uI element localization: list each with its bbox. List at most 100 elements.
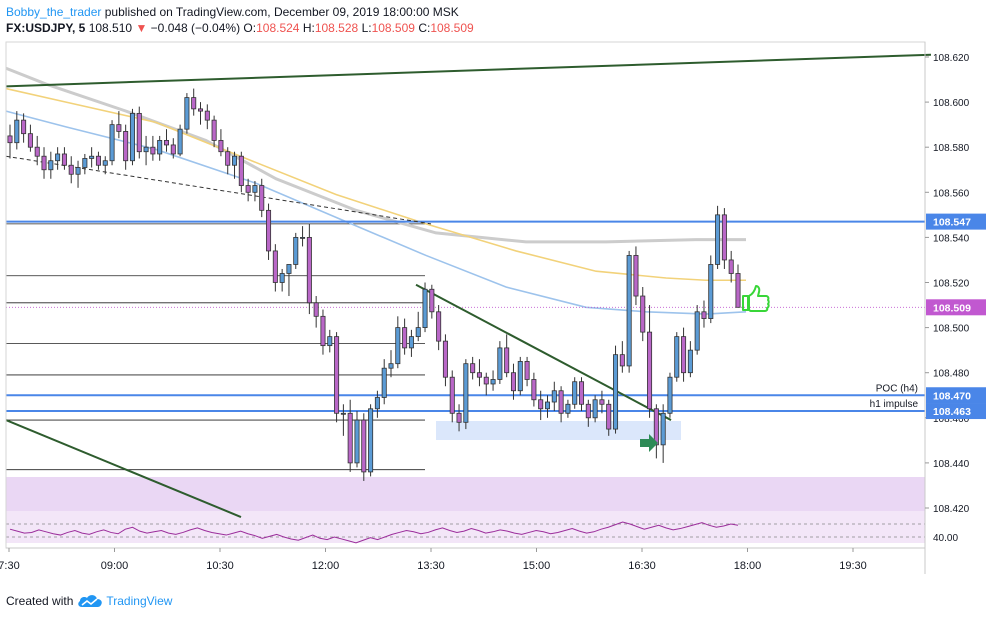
candle-body <box>245 185 251 193</box>
candle <box>55 147 61 170</box>
candle <box>245 178 251 202</box>
candle <box>129 108 135 166</box>
candle-body <box>89 155 95 159</box>
candle <box>306 223 312 315</box>
price-tick-label-4: 108.540 <box>933 233 970 244</box>
candle-body <box>395 327 401 365</box>
candle-body <box>27 133 33 148</box>
candle <box>89 147 95 168</box>
candle <box>313 296 319 328</box>
candle-body <box>211 119 217 141</box>
level-note-2: h1 impulse <box>870 399 919 410</box>
candle-body <box>320 315 326 347</box>
candle-body <box>14 119 20 144</box>
candle <box>721 208 727 269</box>
last-price-badge: 108.509 <box>933 302 971 314</box>
candle-body <box>579 381 585 405</box>
author-link[interactable]: Bobby_the_trader <box>6 5 102 19</box>
candle <box>517 356 523 396</box>
candle <box>102 156 108 175</box>
time-tick-label-8: 19:30 <box>839 560 867 572</box>
candle-body <box>613 354 619 430</box>
candle-body <box>538 399 544 410</box>
level-badge-2-bg <box>926 403 986 420</box>
tradingview-link[interactable]: TradingView <box>106 594 173 608</box>
candle-body <box>606 403 612 430</box>
demand-zone <box>6 477 925 511</box>
candle <box>327 329 333 353</box>
price-tick-label-1: 108.600 <box>933 98 970 109</box>
close-label: C: <box>418 21 431 35</box>
candle <box>647 305 653 418</box>
candle <box>470 356 476 380</box>
candle <box>170 138 176 159</box>
candle-body <box>687 349 693 374</box>
candle-body <box>626 255 632 367</box>
candle-body <box>531 379 537 401</box>
candle-body <box>82 158 88 168</box>
candle-body <box>585 403 591 419</box>
candle <box>374 390 380 418</box>
candle <box>640 287 646 342</box>
candle <box>157 135 163 161</box>
created-with-text: Created with <box>6 594 74 608</box>
candle-body <box>647 331 653 410</box>
candle-body <box>681 336 687 374</box>
time-tick-label-1: 09:00 <box>101 560 129 572</box>
candle <box>687 341 693 378</box>
candle-body <box>334 336 340 414</box>
candle <box>27 124 33 152</box>
ticker[interactable]: FX:USDJPY, 5 <box>6 21 86 35</box>
candle-body <box>721 214 727 261</box>
candle <box>300 226 306 247</box>
candle <box>504 334 510 378</box>
candle-body <box>279 273 285 283</box>
candle-body <box>129 112 135 162</box>
rsi-tick-label-0: 40.00 <box>933 533 958 544</box>
candles <box>7 88 741 481</box>
candle <box>116 111 122 139</box>
candle <box>531 372 537 407</box>
candle-body <box>504 347 510 374</box>
candle-body <box>7 135 13 144</box>
open-value: 108.524 <box>256 21 300 35</box>
candle <box>279 268 285 292</box>
candle <box>483 372 489 396</box>
candle <box>442 334 448 387</box>
candle-body <box>402 327 408 349</box>
candle <box>109 120 115 166</box>
candle-body <box>490 379 496 385</box>
candle-body <box>728 259 734 274</box>
candle-body <box>361 419 367 473</box>
candle-body <box>524 361 530 380</box>
candle-body <box>599 399 605 405</box>
symbol-legend: FX:USDJPY, 5 108.510 ▼ −0.048 (−0.04%) O… <box>6 20 474 36</box>
candle <box>14 111 20 150</box>
candle-body <box>558 390 564 414</box>
candle <box>694 305 700 355</box>
candle <box>163 129 169 152</box>
rsi-band <box>6 511 925 543</box>
candle <box>619 341 625 373</box>
trendlines[interactable] <box>5 53 932 518</box>
candle <box>497 341 503 384</box>
candle-body <box>544 401 551 410</box>
candle-body <box>102 160 108 166</box>
candle-body <box>708 264 714 319</box>
candle <box>681 327 687 382</box>
candle-body <box>266 209 272 252</box>
candle-body <box>225 151 231 166</box>
candle <box>150 135 156 161</box>
candle <box>232 151 238 179</box>
candle-body <box>197 108 204 112</box>
last-price-badge-bg <box>926 299 986 316</box>
candle <box>204 104 210 130</box>
candle-body <box>354 419 360 464</box>
candle-body <box>177 128 183 155</box>
candle-body <box>436 311 442 342</box>
candle-body <box>619 354 625 367</box>
trendline-3 <box>5 419 242 518</box>
candle <box>334 332 340 423</box>
price-tick-label-2: 108.580 <box>933 143 970 154</box>
